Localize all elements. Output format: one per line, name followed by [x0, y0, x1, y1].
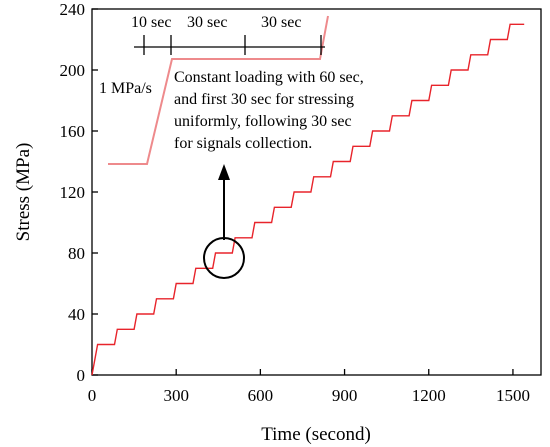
- inset-note-line-2: and first 30 sec for stressing: [174, 91, 354, 108]
- y-tick-label: 120: [60, 183, 86, 202]
- x-tick-label: 1200: [412, 386, 446, 405]
- y-tick-label: 40: [68, 305, 85, 324]
- x-axis-label: Time (second): [261, 424, 371, 445]
- x-tick-label: 0: [88, 386, 97, 405]
- plot-frame: [91, 8, 542, 376]
- inset-step-detail-line: [108, 15, 329, 165]
- x-axis-ticks: 0 300 600 900 1200 1500: [88, 369, 530, 405]
- y-axis-label: Stress (MPa): [13, 143, 34, 242]
- inset-segment-label-10s: 10 sec: [131, 14, 171, 31]
- x-tick-label: 1500: [496, 386, 530, 405]
- x-tick-label: 300: [163, 386, 189, 405]
- y-tick-label: 240: [60, 0, 86, 19]
- x-tick-label: 600: [248, 386, 274, 405]
- inset-note-line-3: uniformly, following 30 sec: [174, 113, 352, 130]
- inset-rate-label: 1 MPa/s: [99, 80, 152, 97]
- y-tick-label: 80: [68, 244, 85, 263]
- inset-time-dimension: [134, 35, 325, 55]
- x-tick-label: 900: [332, 386, 358, 405]
- inset-note-line-1: Constant loading with 60 sec,: [174, 69, 364, 86]
- y-tick-label: 200: [60, 61, 86, 80]
- y-tick-label: 160: [60, 122, 86, 141]
- stress-step-line: [91, 23, 525, 376]
- highlight-circle: [203, 237, 245, 279]
- inset-segment-label-30s-first: 30 sec: [187, 14, 227, 31]
- pointer-arrow-head: [218, 164, 230, 180]
- inset-segment-label-30s-second: 30 sec: [261, 14, 301, 31]
- y-tick-label: 0: [77, 366, 86, 385]
- y-axis-ticks: 0 40 80 120 160 200 240: [60, 0, 98, 385]
- inset-note-line-4: for signals collection.: [174, 135, 312, 152]
